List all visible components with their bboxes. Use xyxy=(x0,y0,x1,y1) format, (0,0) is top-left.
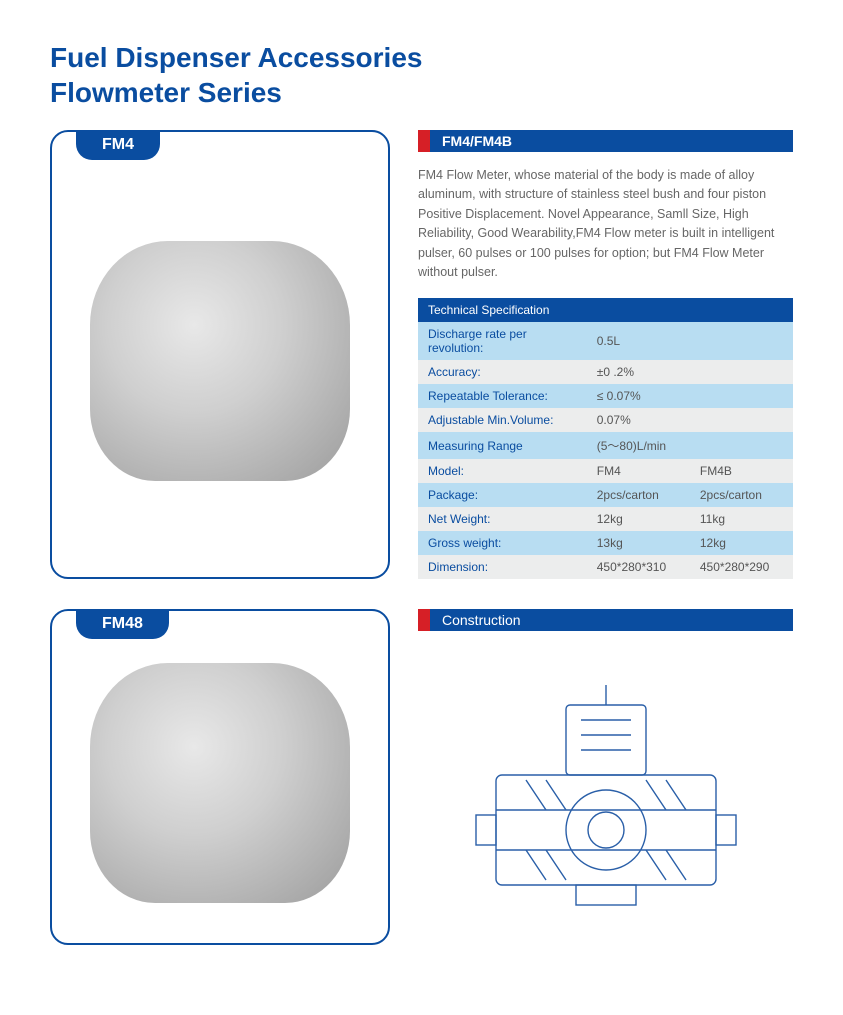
spec-label: Net Weight: xyxy=(418,507,587,531)
accent-bar-icon xyxy=(418,609,430,631)
spec-value-1: FM4 xyxy=(587,459,690,483)
product-description: FM4 Flow Meter, whose material of the bo… xyxy=(418,166,793,282)
spec-label: Model: xyxy=(418,459,587,483)
product-tab-fm4: FM4 xyxy=(76,130,160,160)
table-row: Repeatable Tolerance:≤ 0.07% xyxy=(418,384,793,408)
spec-table-header: Technical Specification xyxy=(418,298,793,322)
spec-value: (5～80)L/min xyxy=(587,432,793,459)
construction-diagram-box xyxy=(418,645,793,945)
product-tab-fm48: FM48 xyxy=(76,609,169,639)
section-header-fm4: FM4/FM4B xyxy=(418,130,793,152)
spec-label: Repeatable Tolerance: xyxy=(418,384,587,408)
title-line-1: Fuel Dispenser Accessories xyxy=(50,42,422,73)
table-row: Net Weight:12kg11kg xyxy=(418,507,793,531)
table-row: Adjustable Min.Volume:0.07% xyxy=(418,408,793,432)
spec-label: Adjustable Min.Volume: xyxy=(418,408,587,432)
title-line-2: Flowmeter Series xyxy=(50,77,282,108)
spec-value: 0.07% xyxy=(587,408,793,432)
spec-label: Dimension: xyxy=(418,555,587,579)
spec-value: ≤ 0.07% xyxy=(587,384,793,408)
table-row: Discharge rate per revolution:0.5L xyxy=(418,322,793,360)
spec-value: 0.5L xyxy=(587,322,793,360)
table-row: Model:FM4FM4B xyxy=(418,459,793,483)
spec-label: Gross weight: xyxy=(418,531,587,555)
construction-diagram xyxy=(456,665,756,925)
row-fm48: FM48 Construction xyxy=(50,609,793,945)
spec-value-1: 13kg xyxy=(587,531,690,555)
product-image-fm4 xyxy=(90,241,350,481)
spec-value-2: 2pcs/carton xyxy=(690,483,793,507)
page-title: Fuel Dispenser Accessories Flowmeter Ser… xyxy=(50,40,793,110)
accent-bar-icon xyxy=(418,130,430,152)
section-header-label: FM4/FM4B xyxy=(430,130,793,152)
spec-table: Technical Specification Discharge rate p… xyxy=(418,298,793,579)
table-row: Measuring Range(5～80)L/min xyxy=(418,432,793,459)
spec-table-body: Discharge rate per revolution:0.5LAccura… xyxy=(418,322,793,579)
table-row: Package:2pcs/carton2pcs/carton xyxy=(418,483,793,507)
table-row: Accuracy:±0 .2% xyxy=(418,360,793,384)
table-row: Dimension:450*280*310450*280*290 xyxy=(418,555,793,579)
spec-value-1: 12kg xyxy=(587,507,690,531)
row-fm4: FM4 FM4/FM4B FM4 Flow Meter, whose mater… xyxy=(50,130,793,579)
details-fm4: FM4/FM4B FM4 Flow Meter, whose material … xyxy=(418,130,793,579)
spec-label: Package: xyxy=(418,483,587,507)
spec-value-1: 2pcs/carton xyxy=(587,483,690,507)
product-card-fm4: FM4 xyxy=(50,130,390,579)
details-construction: Construction xyxy=(418,609,793,945)
spec-label: Accuracy: xyxy=(418,360,587,384)
section-header-construction: Construction xyxy=(418,609,793,631)
table-row: Gross weight:13kg12kg xyxy=(418,531,793,555)
spec-value-2: 450*280*290 xyxy=(690,555,793,579)
section-header-label: Construction xyxy=(430,609,793,631)
product-card-fm48: FM48 xyxy=(50,609,390,945)
spec-label: Measuring Range xyxy=(418,432,587,459)
spec-value-2: 12kg xyxy=(690,531,793,555)
spec-label: Discharge rate per revolution: xyxy=(418,322,587,360)
spec-value-2: 11kg xyxy=(690,507,793,531)
spec-value: ±0 .2% xyxy=(587,360,793,384)
product-image-fm48 xyxy=(90,663,350,903)
spec-value-1: 450*280*310 xyxy=(587,555,690,579)
spec-value-2: FM4B xyxy=(690,459,793,483)
